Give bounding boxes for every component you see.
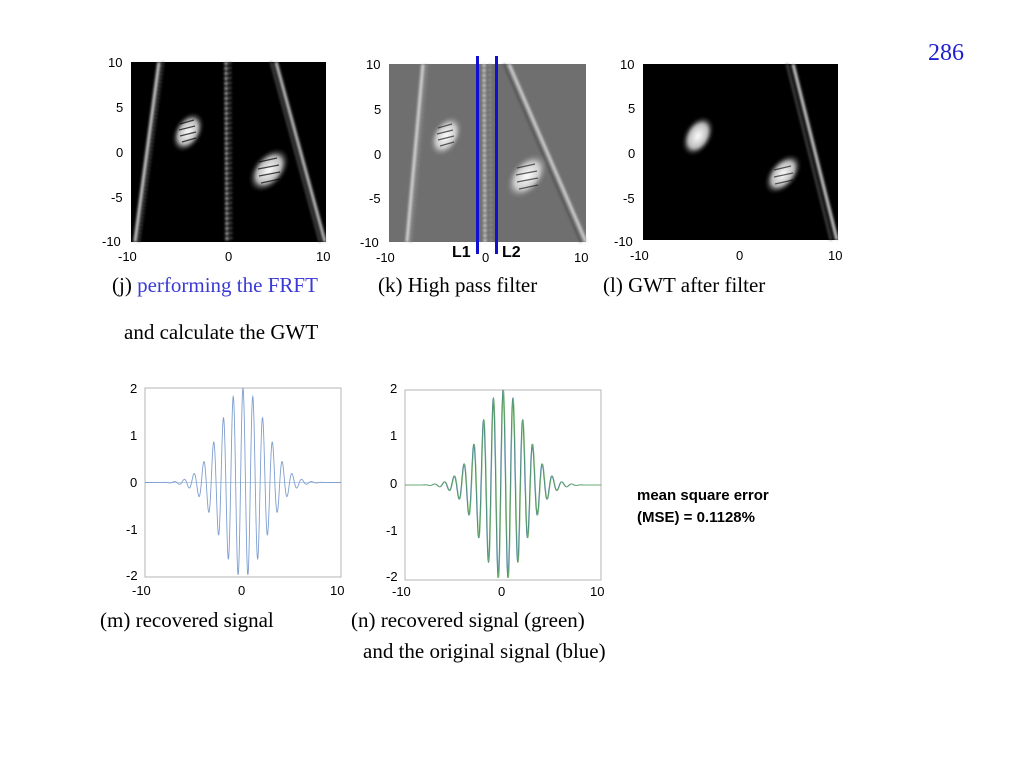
- x-tick-m10: -10: [392, 584, 411, 599]
- caption-j: (j) performing the FRFT: [112, 273, 318, 298]
- y-tick-5: 5: [116, 100, 124, 115]
- y-tick-m10: -10: [102, 234, 121, 249]
- gwt-image-l: [643, 63, 839, 241]
- y-tick-2: 2: [130, 381, 138, 396]
- caption-n-line2: and the original signal (blue): [363, 639, 606, 663]
- gwt-image-j: [131, 61, 327, 243]
- y-tick-2: 2: [390, 381, 398, 396]
- x-tick-0: 0: [482, 250, 490, 265]
- y-tick-m2: -2: [126, 568, 138, 583]
- y-tick-m2: -2: [386, 569, 398, 584]
- x-tick-0: 0: [498, 584, 506, 599]
- y-tick-0: 0: [628, 146, 636, 161]
- y-tick-5: 5: [374, 102, 382, 117]
- recovered-signal-plot: [144, 387, 342, 578]
- page-number: 286: [928, 40, 964, 66]
- signal-series-2: [405, 389, 602, 578]
- signal-series-1: [145, 387, 341, 575]
- y-tick-10: 10: [620, 57, 635, 72]
- x-tick-m10: -10: [376, 250, 395, 265]
- mse-line2: (MSE) = 0.1128%: [637, 509, 755, 526]
- filter-line-l1: [476, 56, 479, 254]
- caption-l: (l) GWT after filter: [603, 273, 766, 297]
- filter-label-l1: L1: [452, 244, 471, 261]
- y-tick-m10: -10: [360, 235, 379, 250]
- mse-text: mean square error (MSE) = 0.1128%: [637, 485, 769, 529]
- y-tick-5: 5: [628, 101, 636, 116]
- caption-m: (m) recovered signal: [100, 608, 274, 632]
- caption-k: (k) High pass filter: [378, 273, 538, 297]
- y-tick-0: 0: [374, 147, 382, 162]
- x-tick-10: 10: [316, 249, 331, 264]
- plot-frame: [404, 389, 602, 581]
- x-tick-10: 10: [590, 584, 605, 599]
- x-tick-0: 0: [225, 249, 233, 264]
- x-tick-10: 10: [828, 248, 843, 263]
- y-tick-m5: -5: [623, 191, 635, 206]
- filter-line-l2: [495, 56, 498, 254]
- x-tick-m10: -10: [132, 583, 151, 598]
- caption-j-line2: and calculate the GWT: [124, 320, 319, 344]
- x-tick-0: 0: [238, 583, 246, 598]
- x-tick-m10: -10: [118, 249, 137, 264]
- x-tick-m10: -10: [630, 248, 649, 263]
- y-tick-m5: -5: [369, 191, 381, 206]
- caption-n-line1: (n) recovered signal (green): [351, 608, 585, 632]
- y-tick-1: 1: [130, 428, 138, 443]
- y-tick-m1: -1: [126, 522, 138, 537]
- x-tick-10: 10: [574, 250, 589, 265]
- caption-j-prefix: (j): [112, 273, 138, 297]
- x-tick-0: 0: [736, 248, 744, 263]
- y-tick-m1: -1: [386, 523, 398, 538]
- x-tick-10: 10: [330, 583, 345, 598]
- caption-j-highlight: performing the FRFT: [137, 273, 318, 297]
- y-tick-0: 0: [130, 475, 138, 490]
- recovered-vs-original-plot: [404, 389, 602, 581]
- gwt-image-k: [389, 63, 588, 243]
- y-tick-m5: -5: [111, 190, 123, 205]
- filter-label-l2: L2: [502, 244, 521, 261]
- y-tick-1: 1: [390, 428, 398, 443]
- y-tick-10: 10: [108, 55, 123, 70]
- y-tick-10: 10: [366, 57, 381, 72]
- mse-line1: mean square error: [637, 487, 769, 504]
- y-tick-0: 0: [390, 476, 398, 491]
- y-tick-0: 0: [116, 145, 124, 160]
- y-tick-m10: -10: [614, 234, 633, 249]
